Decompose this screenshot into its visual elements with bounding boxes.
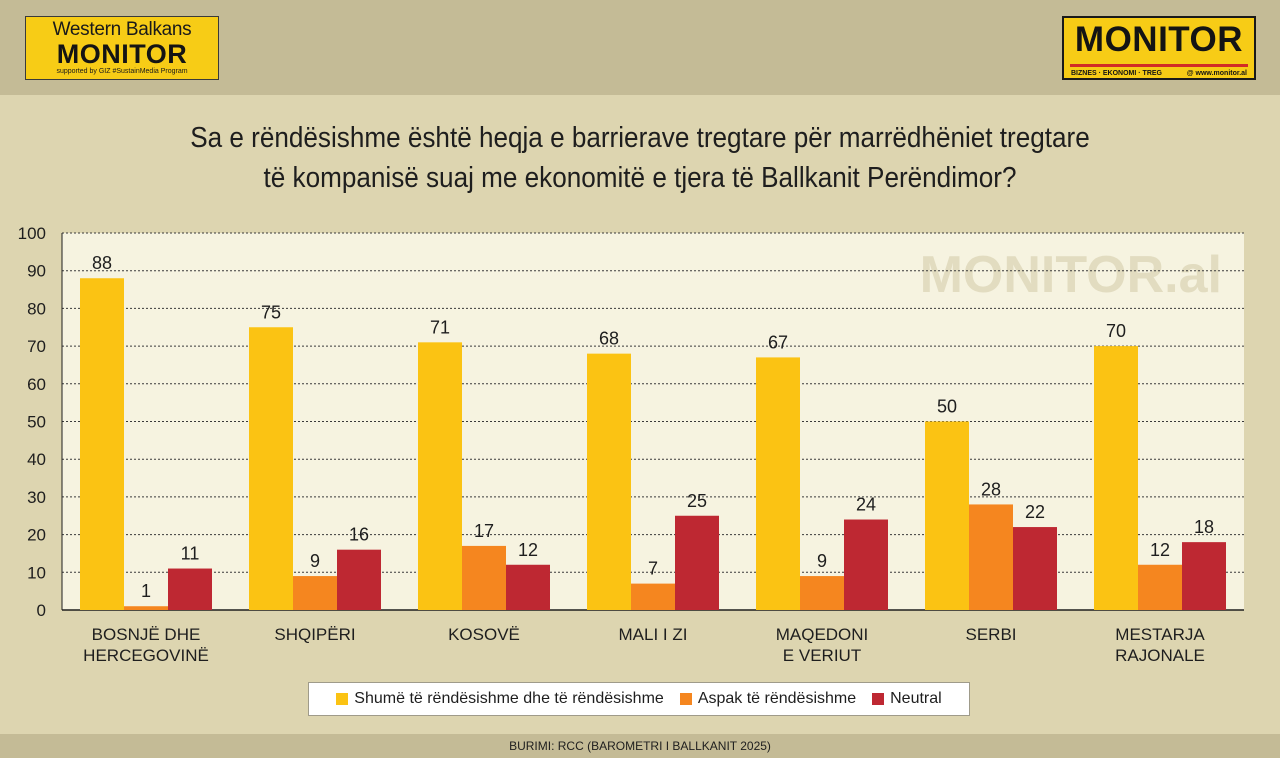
bar-1-4: [587, 353, 631, 610]
data-label-2-7: 12: [1150, 540, 1170, 560]
y-tick-label-40: 40: [27, 450, 46, 469]
x-tick-label-1-line-1: BOSNJË DHE: [92, 625, 201, 644]
bar-1-1: [80, 278, 124, 610]
x-tick-label-3-line-1: KOSOVË: [448, 625, 520, 644]
data-label-3-1: 11: [181, 544, 200, 564]
bar-2-7: [1138, 564, 1182, 610]
bar-2-3: [462, 545, 506, 610]
data-label-1-2: 75: [261, 302, 281, 322]
monitor-logo: MONITOR BIZNES · EKONOMI · TREG @ www.mo…: [1062, 16, 1256, 80]
data-label-1-5: 67: [768, 332, 788, 352]
bar-2-5: [800, 576, 844, 610]
data-label-3-3: 12: [518, 540, 538, 560]
data-label-3-5: 24: [856, 495, 876, 515]
data-label-2-5: 9: [817, 551, 827, 571]
bar-2-4: [631, 583, 675, 610]
bar-2-1: [124, 606, 168, 610]
bar-1-2: [249, 327, 293, 610]
source-footer: BURIMI: RCC (BAROMETRI I BALLKANIT 2025): [0, 734, 1280, 758]
x-tick-label-7-line-2: RAJONALE: [1115, 646, 1205, 665]
bar-1-6: [925, 421, 969, 610]
bar-1-5: [756, 357, 800, 610]
data-label-2-2: 9: [310, 551, 320, 571]
bar-1-7: [1094, 346, 1138, 610]
data-label-2-6: 28: [981, 479, 1001, 499]
data-label-3-6: 22: [1025, 502, 1045, 522]
y-tick-label-0: 0: [37, 601, 46, 620]
x-tick-label-1-line-2: HERCEGOVINË: [83, 646, 209, 665]
legend-item-series-2: Aspak të rëndësishme: [679, 690, 857, 708]
data-label-1-4: 68: [599, 329, 619, 349]
y-tick-label-50: 50: [27, 413, 46, 432]
wbm-logo-main-text: MONITOR: [56, 39, 188, 69]
bar-3-5: [844, 519, 888, 610]
legend-label-series-2: Aspak të rëndësishme: [697, 690, 857, 707]
legend-item-series-3: Neutral: [872, 690, 942, 708]
data-label-3-4: 25: [687, 491, 707, 511]
chart-title: Sa e rëndësishme është heqja e barrierav…: [0, 118, 1280, 198]
legend-swatch-series-2: [679, 693, 692, 705]
y-tick-label-30: 30: [27, 488, 46, 507]
x-tick-label-6-line-1: SERBI: [965, 625, 1016, 644]
bar-1-3: [418, 342, 462, 610]
chart-title-line-2: të kompanisë suaj me ekonomitë e tjera t…: [263, 162, 1017, 194]
wbm-logo-top-text: Western Balkans: [52, 19, 192, 40]
legend-label-series-1: Shumë të rëndësishme dhe të rëndësishme: [354, 690, 664, 707]
x-tick-label-4-line-1: MALI I ZI: [619, 625, 688, 644]
western-balkans-monitor-logo: Western Balkans MONITOR supported by GIZ…: [25, 16, 219, 80]
y-tick-label-100: 100: [18, 224, 46, 243]
monitor-logo-url: @ www.monitor.al: [1186, 70, 1247, 77]
data-label-1-7: 70: [1106, 321, 1126, 341]
bar-3-6: [1013, 527, 1057, 610]
bar-3-2: [337, 549, 381, 610]
y-tick-label-20: 20: [27, 526, 46, 545]
x-tick-label-7-line-1: MESTARJA: [1115, 625, 1205, 644]
bar-3-4: [675, 515, 719, 610]
x-tick-label-5-line-2: E VERIUT: [783, 646, 861, 665]
data-label-2-4: 7: [648, 559, 658, 579]
legend-swatch-series-1: [336, 693, 349, 705]
data-label-2-3: 17: [474, 521, 494, 541]
legend-swatch-series-3: [872, 693, 885, 705]
bar-3-1: [168, 568, 212, 610]
data-label-3-7: 18: [1194, 517, 1214, 537]
data-label-1-3: 71: [430, 317, 450, 337]
legend-item-series-1: Shumë të rëndësishme dhe të rëndësishme: [336, 690, 664, 708]
bar-2-2: [293, 576, 337, 610]
data-label-1-1: 88: [92, 253, 112, 273]
data-label-3-2: 16: [349, 525, 369, 545]
x-tick-label-5-line-1: MAQEDONI: [776, 625, 869, 644]
y-tick-label-60: 60: [27, 375, 46, 394]
bar-3-3: [506, 564, 550, 610]
y-tick-label-10: 10: [27, 563, 46, 582]
y-tick-label-80: 80: [27, 299, 46, 318]
wbm-logo-sub-text: supported by GIZ #SustainMedia Program: [56, 68, 188, 75]
source-text: BURIMI: RCC (BAROMETRI I BALLKANIT 2025): [509, 739, 771, 753]
chart-title-line-1: Sa e rëndësishme është heqja e barrierav…: [190, 122, 1090, 154]
data-label-2-1: 1: [141, 581, 151, 601]
chart-legend: Shumë të rëndësishme dhe të rëndësishme …: [308, 682, 970, 716]
data-label-1-6: 50: [937, 397, 957, 417]
bar-2-6: [969, 504, 1013, 610]
y-tick-label-90: 90: [27, 262, 46, 281]
bar-3-7: [1182, 542, 1226, 610]
monitor-logo-rule: [1070, 64, 1248, 67]
monitor-logo-tagline: BIZNES · EKONOMI · TREG: [1071, 70, 1162, 77]
monitor-logo-main-text: MONITOR: [1074, 20, 1244, 59]
legend-label-series-3: Neutral: [890, 690, 942, 707]
x-tick-label-2-line-1: SHQIPËRI: [274, 625, 355, 644]
y-tick-label-70: 70: [27, 337, 46, 356]
monitor-watermark: MONITOR.al: [920, 246, 1222, 304]
